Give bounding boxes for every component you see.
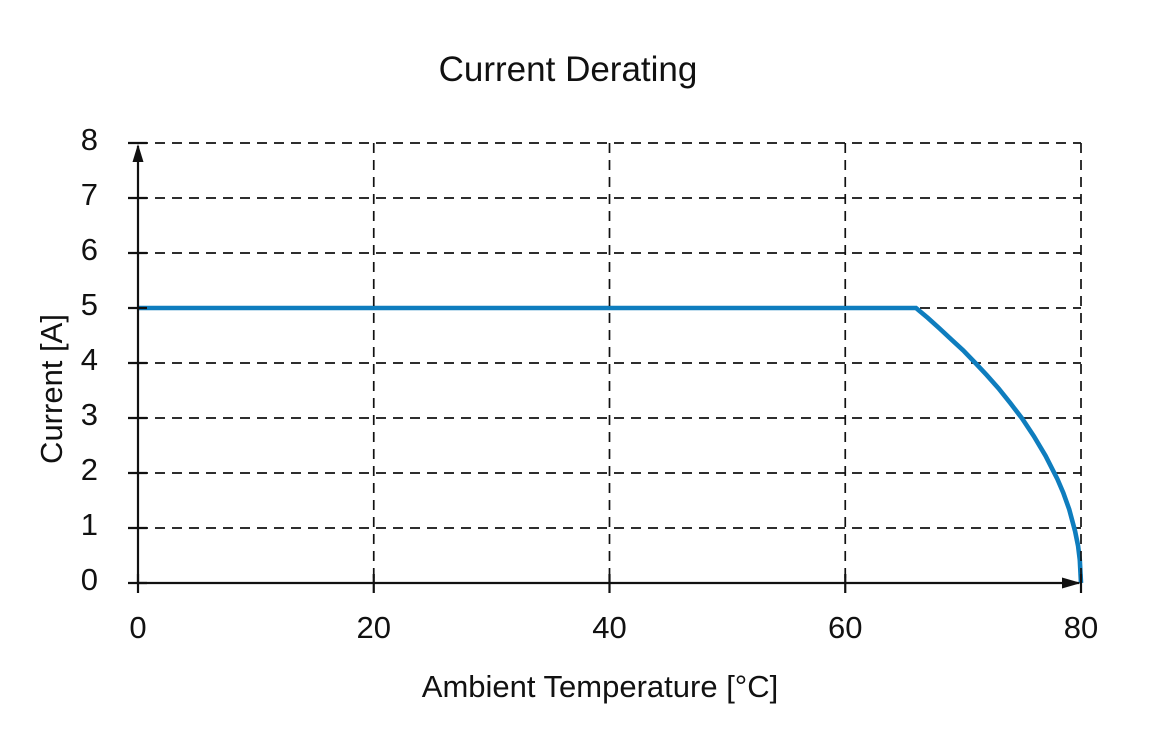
y-axis-arrow-icon [132,144,144,162]
derating-curve [138,305,1084,584]
y-tick-label-8: 8 [81,122,98,157]
x-tick-label-0: 0 [129,610,146,645]
y-tick-label-0: 0 [81,562,98,597]
x-tick-label-60: 60 [828,610,862,645]
x-tick-label-40: 40 [592,610,626,645]
y-tick-label-4: 4 [81,342,98,377]
y-tick-label-1: 1 [81,507,98,542]
x-axis-label: Ambient Temperature [°C] [421,669,779,704]
y-tick-label-6: 6 [81,232,98,267]
y-tick-label-3: 3 [81,397,98,432]
y-tick-label-5: 5 [81,287,98,322]
x-axis-arrow-icon [1062,577,1081,589]
x-tick-label-80: 80 [1064,610,1098,645]
y-tick-label-2: 2 [81,452,98,487]
x-tick-label-20: 20 [357,610,391,645]
y-tick-label-7: 7 [81,177,98,212]
chart-title: Current Derating [438,50,698,89]
